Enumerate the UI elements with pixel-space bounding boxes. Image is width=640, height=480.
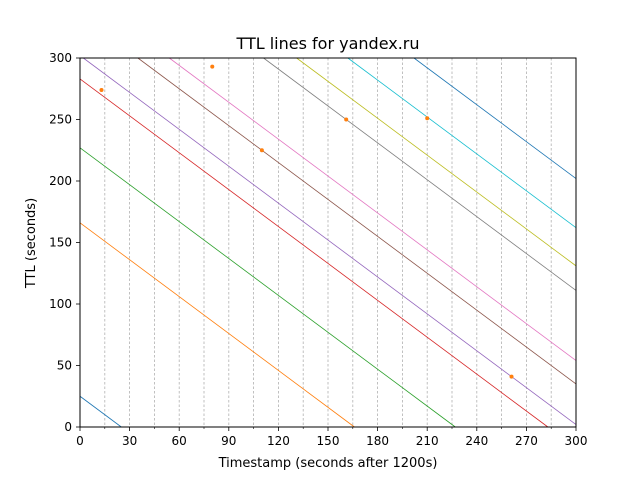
data-point (99, 87, 104, 92)
data-point (509, 374, 514, 379)
series-line (169, 57, 577, 361)
series-line (79, 222, 355, 428)
series-line (79, 395, 122, 428)
y-tick-label: 150 (49, 236, 72, 250)
x-axis: 0 30 60 90 120 150 180 210 240 270 300 (76, 427, 587, 448)
y-tick-label: 0 (64, 420, 72, 434)
x-tick-label: 30 (122, 434, 137, 448)
x-tick-label: 90 (221, 434, 236, 448)
x-tick-label: 240 (465, 434, 488, 448)
y-axis-label: TTL (seconds) (24, 198, 39, 289)
y-tick-label: 300 (49, 51, 72, 65)
series-group (79, 57, 577, 428)
x-tick-label: 0 (76, 434, 84, 448)
series-line (413, 57, 577, 179)
x-tick-label: 150 (317, 434, 340, 448)
series-line (83, 57, 577, 425)
data-point (344, 117, 349, 122)
y-axis: 0 50 100 150 200 250 300 (49, 51, 80, 434)
y-tick-label: 50 (57, 359, 72, 373)
y-tick-label: 100 (49, 297, 72, 311)
x-axis-label: Timestamp (seconds after 1200s) (218, 456, 438, 471)
series-line (79, 147, 456, 428)
y-tick-label: 250 (49, 113, 72, 127)
x-tick-label: 180 (366, 434, 389, 448)
x-tick-label: 210 (416, 434, 439, 448)
y-tick-label: 200 (49, 174, 72, 188)
chart-title: TTL lines for yandex.ru (235, 34, 419, 53)
x-tick-label: 120 (267, 434, 290, 448)
data-point (210, 64, 215, 69)
grid (104, 58, 552, 427)
x-tick-label: 60 (172, 434, 187, 448)
series-line (79, 78, 549, 428)
data-point (425, 116, 430, 121)
series-line (263, 57, 577, 291)
series-line (137, 57, 577, 385)
series-line (296, 57, 577, 267)
x-tick-label: 270 (515, 434, 538, 448)
x-tick-label: 300 (565, 434, 588, 448)
data-point (259, 148, 264, 153)
series-line (347, 57, 577, 229)
marker-group (99, 64, 514, 379)
